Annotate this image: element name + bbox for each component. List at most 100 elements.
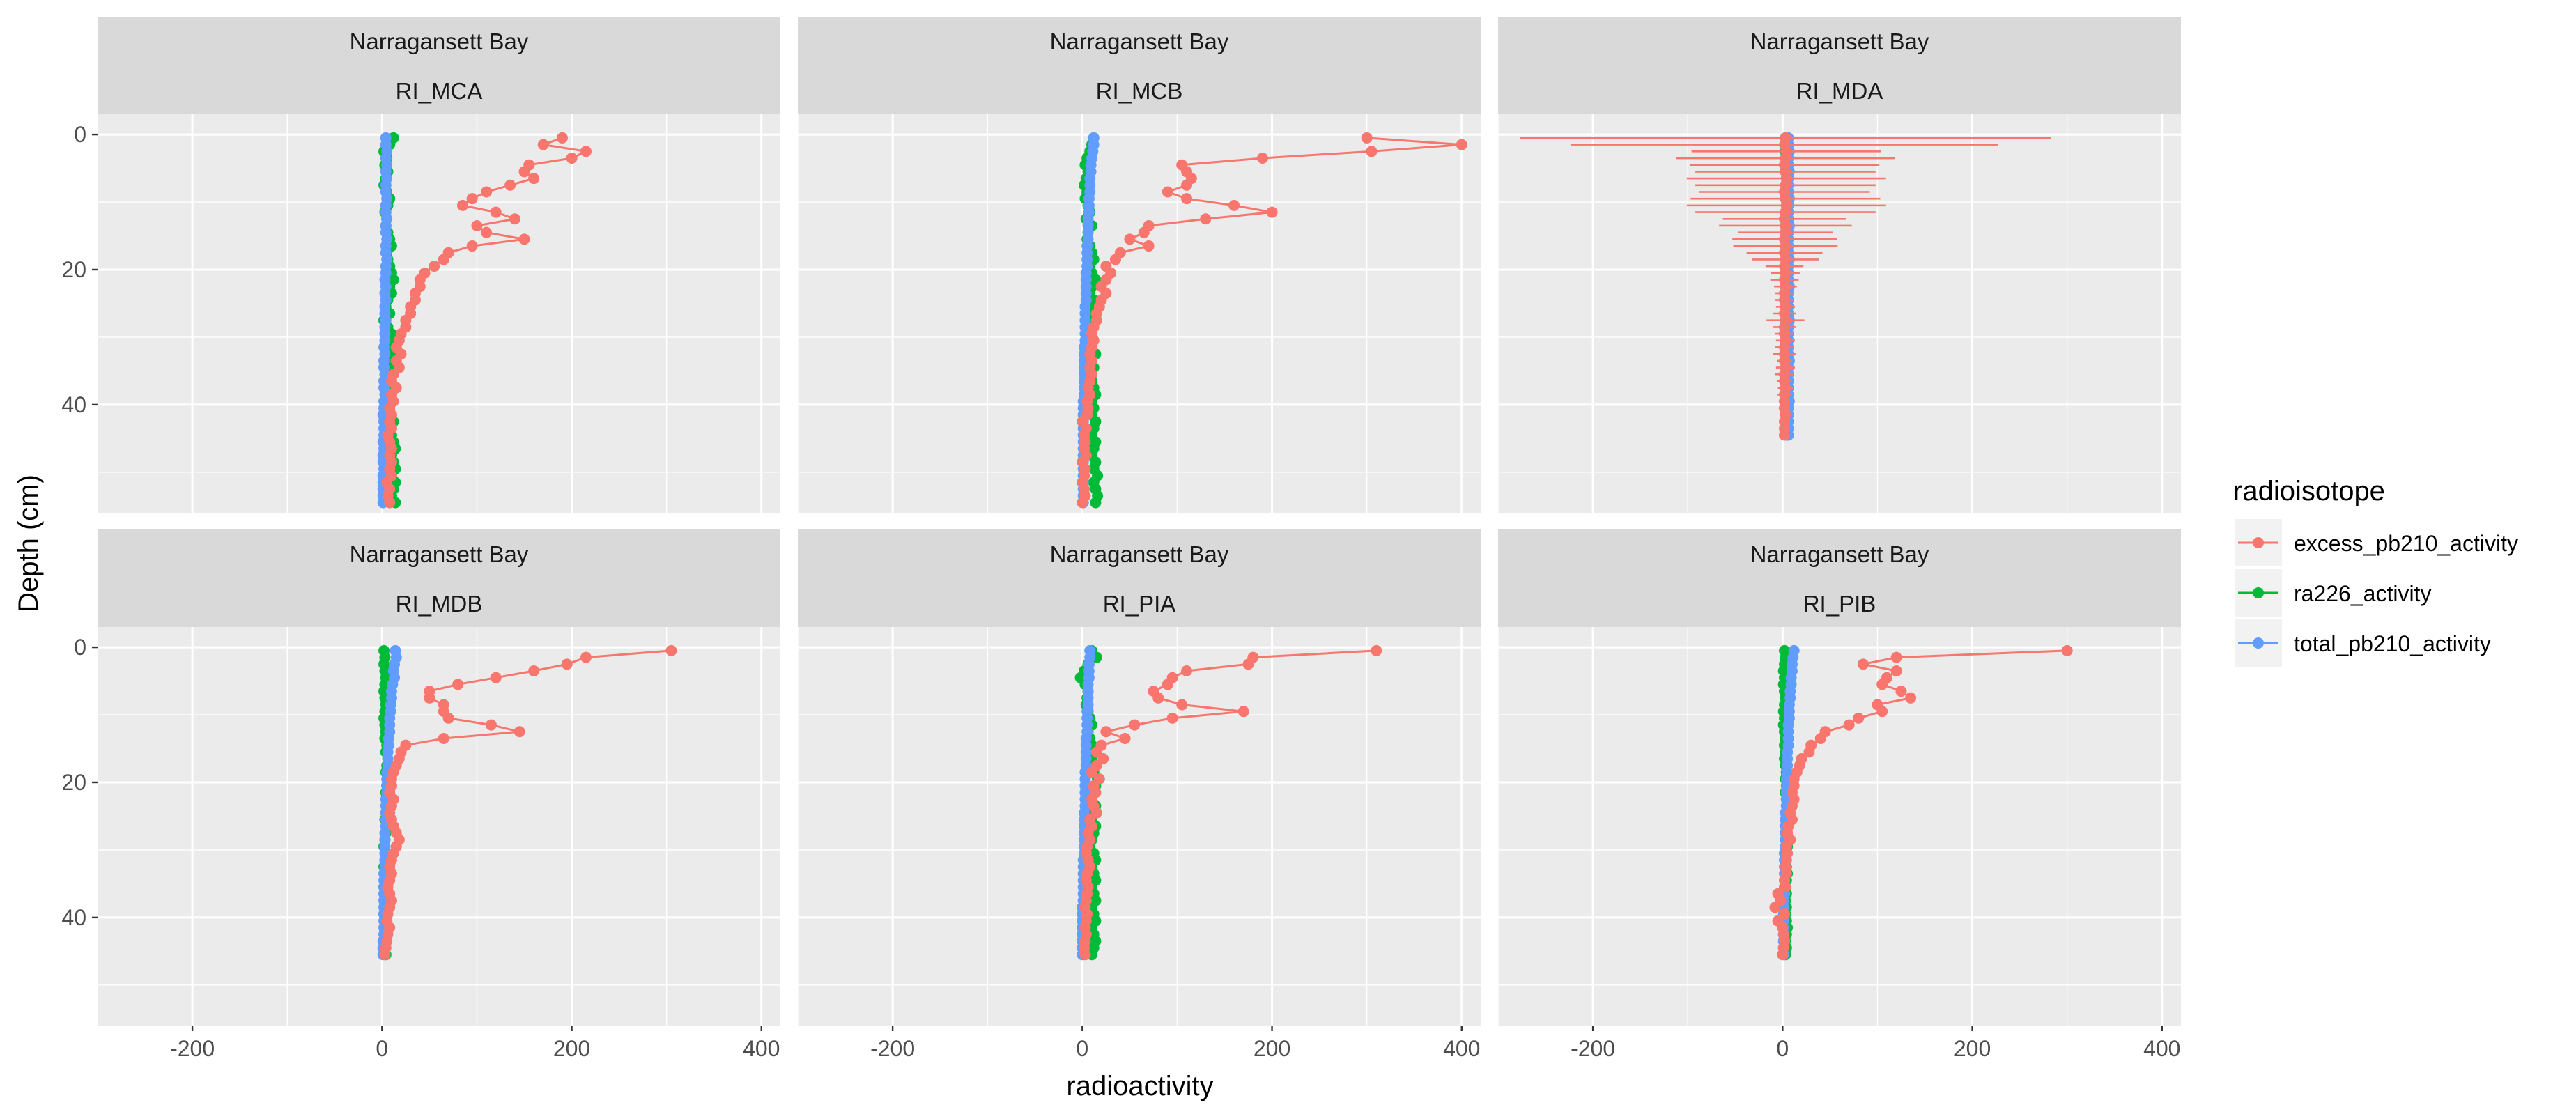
- legend-item-total-pb210: total_pb210_activity: [2235, 619, 2491, 667]
- facet-site-label: RI_MDA: [1796, 78, 1883, 104]
- data-point: [1803, 746, 1815, 758]
- x-tick-label: -200: [1571, 1036, 1615, 1061]
- facet-strip: [1498, 529, 2181, 627]
- data-point: [1814, 732, 1826, 744]
- data-point: [561, 658, 573, 670]
- facet-region-label: Narragansett Bay: [1750, 29, 1929, 54]
- data-point: [528, 173, 540, 185]
- x-axis-title: radioactivity: [1066, 1071, 1213, 1101]
- data-point: [1242, 658, 1254, 670]
- legend-key-point: [2253, 537, 2264, 548]
- panel-background: [798, 627, 1481, 1026]
- data-point: [537, 139, 549, 150]
- data-point: [438, 732, 449, 744]
- data-point: [438, 254, 449, 265]
- facet-strip: [98, 17, 780, 114]
- data-point: [471, 219, 483, 231]
- data-point: [1895, 686, 1907, 697]
- x-tick-label: 200: [1254, 1036, 1290, 1061]
- data-point: [1777, 949, 1789, 961]
- data-point: [504, 179, 516, 191]
- data-point: [1090, 497, 1102, 509]
- facet-strip: [98, 529, 780, 627]
- data-point: [1200, 213, 1212, 225]
- facet-site-label: RI_MCB: [1096, 78, 1183, 104]
- panel-ri-mdb: Narragansett Bay RI_MDB 0 20 40 -200 0 200 400: [61, 529, 780, 1061]
- data-point: [1905, 692, 1917, 704]
- data-point: [514, 726, 525, 738]
- facet-strip: [798, 529, 1481, 627]
- series-excess-pb210-activity: [1769, 644, 2073, 961]
- data-point: [1456, 139, 1467, 150]
- y-tick-label: 0: [74, 635, 86, 660]
- legend-label: excess_pb210_activity: [2294, 531, 2518, 556]
- panels: Narragansett Bay RI_MCA 0 20 40 Narragansett …: [61, 17, 2181, 1061]
- data-point: [1143, 240, 1155, 252]
- x-tick-label: 0: [1776, 1036, 1789, 1061]
- x-tick-label: 0: [1076, 1036, 1088, 1061]
- data-point: [1780, 881, 1791, 893]
- data-point: [481, 226, 493, 238]
- x-tick-label: -200: [870, 1036, 915, 1061]
- data-point: [1890, 665, 1902, 677]
- data-point: [556, 132, 568, 144]
- data-point: [518, 166, 530, 178]
- data-point: [1361, 132, 1373, 144]
- panel-background: [1498, 627, 2181, 1026]
- data-point: [509, 213, 520, 225]
- data-point: [1779, 429, 1791, 441]
- data-point: [1100, 726, 1112, 738]
- facet-region-label: Narragansett Bay: [1750, 541, 1929, 567]
- panel-background: [1498, 114, 2181, 513]
- x-tick-label: -200: [170, 1036, 215, 1061]
- data-point: [1266, 206, 1278, 218]
- panel-ri-pia: Narragansett Bay RI_PIA -200 0 200 400: [797, 529, 1481, 1061]
- panel-background: [98, 627, 780, 1026]
- series-excess-pb210-activity: [1520, 132, 2051, 441]
- data-point: [1228, 199, 1240, 211]
- data-point: [457, 199, 469, 211]
- data-point: [1890, 651, 1902, 663]
- data-point: [485, 719, 497, 731]
- x-tick-label: 400: [743, 1036, 780, 1061]
- y-tick-label: 40: [61, 392, 86, 417]
- data-point: [429, 261, 440, 272]
- data-point: [566, 153, 578, 164]
- facet-region-label: Narragansett Bay: [350, 541, 529, 567]
- data-point: [1176, 699, 1188, 711]
- data-point: [1769, 902, 1781, 913]
- facet-site-label: RI_PIB: [1803, 591, 1876, 617]
- legend-key-point: [2253, 637, 2264, 649]
- data-point: [490, 206, 502, 218]
- series-excess-pb210-activity: [379, 644, 677, 961]
- y-axis-title: Depth (cm): [13, 474, 44, 612]
- data-point: [1237, 706, 1249, 718]
- data-point: [528, 665, 540, 677]
- data-point: [481, 186, 493, 198]
- facet-site-label: RI_MCA: [396, 78, 483, 104]
- facet-region-label: Narragansett Bay: [1050, 541, 1229, 567]
- data-point: [379, 949, 391, 961]
- data-point: [1129, 719, 1141, 731]
- panel-background: [798, 114, 1481, 513]
- series-excess-pb210-activity: [381, 132, 592, 509]
- facet-strip: [1498, 17, 2181, 114]
- panel-ri-mda: Narragansett Bay RI_MDA: [1497, 17, 2181, 513]
- data-point: [1162, 186, 1173, 198]
- data-point: [1843, 719, 1855, 731]
- data-point: [1119, 732, 1131, 744]
- y-tick-label: 20: [61, 257, 86, 282]
- data-point: [1366, 146, 1378, 157]
- x-tick-label: 200: [553, 1036, 590, 1061]
- panel-background: [98, 114, 780, 513]
- data-point: [1858, 658, 1869, 670]
- series-excess-pb210-activity: [1077, 132, 1467, 509]
- legend-title: radioisotope: [2233, 476, 2385, 506]
- data-point: [1181, 179, 1193, 191]
- x-tick-label: 200: [1954, 1036, 1991, 1061]
- data-point: [580, 651, 592, 663]
- data-point: [2061, 644, 2073, 656]
- y-tick-label: 40: [61, 905, 86, 930]
- facet-region-label: Narragansett Bay: [350, 29, 529, 54]
